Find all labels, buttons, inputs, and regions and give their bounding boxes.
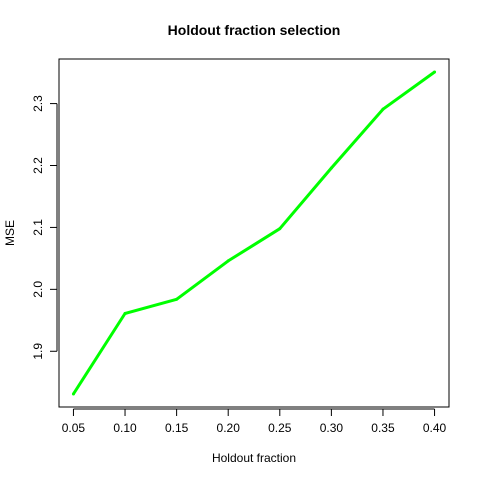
y-tick-label: 2.1 (31, 219, 45, 236)
data-point (71, 392, 75, 396)
y-tick-label: 2.2 (31, 157, 45, 174)
series-line-0 (72, 70, 436, 395)
x-tick-label: 0.35 (371, 421, 395, 435)
y-axis-label: MSE (3, 220, 17, 246)
data-point (226, 259, 230, 263)
x-axis-label: Holdout fraction (212, 451, 296, 465)
series-layer (71, 70, 437, 396)
x-axis: 0.05 0.10 0.15 0.20 0.25 0.30 0.35 0.40 (62, 408, 447, 435)
x-tick-label: 0.10 (113, 421, 137, 435)
plot-frame (58, 58, 450, 408)
y-tick-label: 1.9 (31, 343, 45, 360)
y-axis: 1.9 2.0 2.1 2.2 2.3 (31, 95, 58, 360)
data-point (381, 107, 385, 111)
x-tick-label: 0.05 (62, 421, 86, 435)
data-point (329, 166, 333, 170)
chart-title: Holdout fraction selection (168, 22, 341, 38)
x-tick-label: 0.25 (268, 421, 292, 435)
y-tick-label: 2.0 (31, 281, 45, 298)
data-point (278, 227, 282, 231)
x-tick-label: 0.40 (423, 421, 447, 435)
data-point (433, 70, 437, 74)
x-tick-label: 0.20 (217, 421, 241, 435)
x-tick-label: 0.15 (165, 421, 189, 435)
y-tick-label: 2.3 (31, 95, 45, 112)
data-point (123, 311, 127, 315)
x-tick-label: 0.30 (320, 421, 344, 435)
data-point (175, 297, 179, 301)
